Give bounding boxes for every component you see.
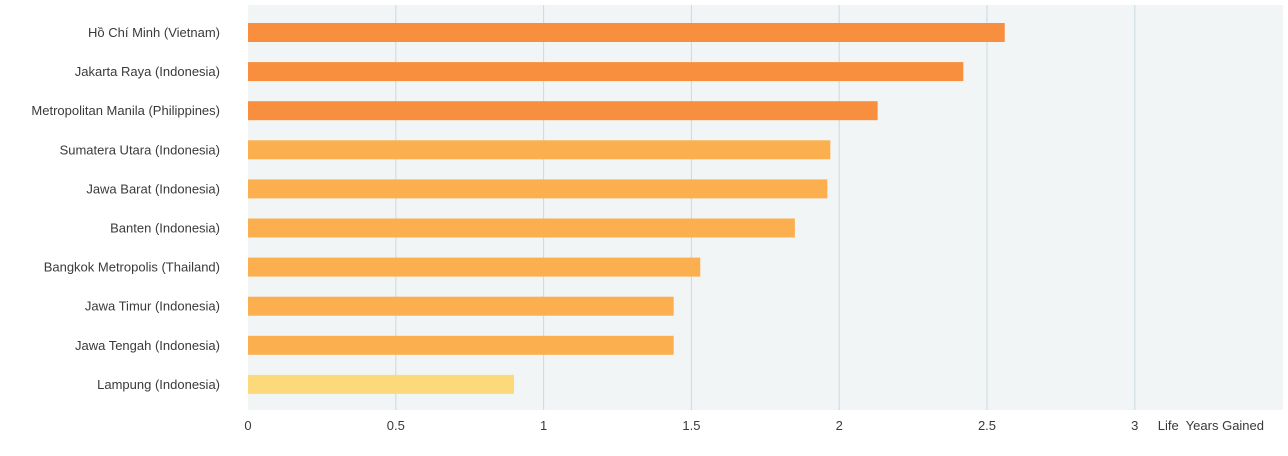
x-tick-labels: 0 0.5 1 1.5 2 2.5 3 [244,418,1138,433]
category-label-2: Jakarta Raya (Indonesia) [75,64,220,79]
category-label-1: Hồ Chí Minh (Vietnam) [88,25,220,40]
category-label-5: Jawa Barat (Indonesia) [86,181,220,196]
category-label-4: Sumatera Utara (Indonesia) [60,142,220,157]
x-tick-label-0: 0 [244,418,251,433]
category-label-9: Jawa Tengah (Indonesia) [75,338,220,353]
bar-1 [248,23,1005,42]
category-label-8: Jawa Timur (Indonesia) [85,299,220,314]
bar-5 [248,179,828,199]
bar-8 [248,296,674,316]
bar-3 [248,101,878,121]
bar-10 [248,374,515,394]
bar-6 [248,218,795,238]
bar-7 [248,257,701,277]
bar-4 [248,140,831,160]
x-tick-label-3: 3 [1131,418,1138,433]
x-tick-label-0.5: 0.5 [387,418,405,433]
category-label-3: Metropolitan Manila (Philippines) [31,103,220,118]
x-tick-label-1: 1 [540,418,547,433]
bar-9 [248,335,674,355]
x-tick-label-2: 2 [836,418,843,433]
x-axis-label: Life Years Gained [1158,418,1264,433]
category-label-7: Bangkok Metropolis (Thailand) [44,260,220,275]
bars [248,23,1005,394]
x-tick-label-2.5: 2.5 [978,418,996,433]
bar-2 [248,62,964,82]
category-label-6: Banten (Indonesia) [110,221,220,236]
category-label-10: Lampung (Indonesia) [97,377,220,392]
x-tick-label-1.5: 1.5 [682,418,700,433]
category-labels: Hồ Chí Minh (Vietnam) Jakarta Raya (Indon… [31,25,220,392]
